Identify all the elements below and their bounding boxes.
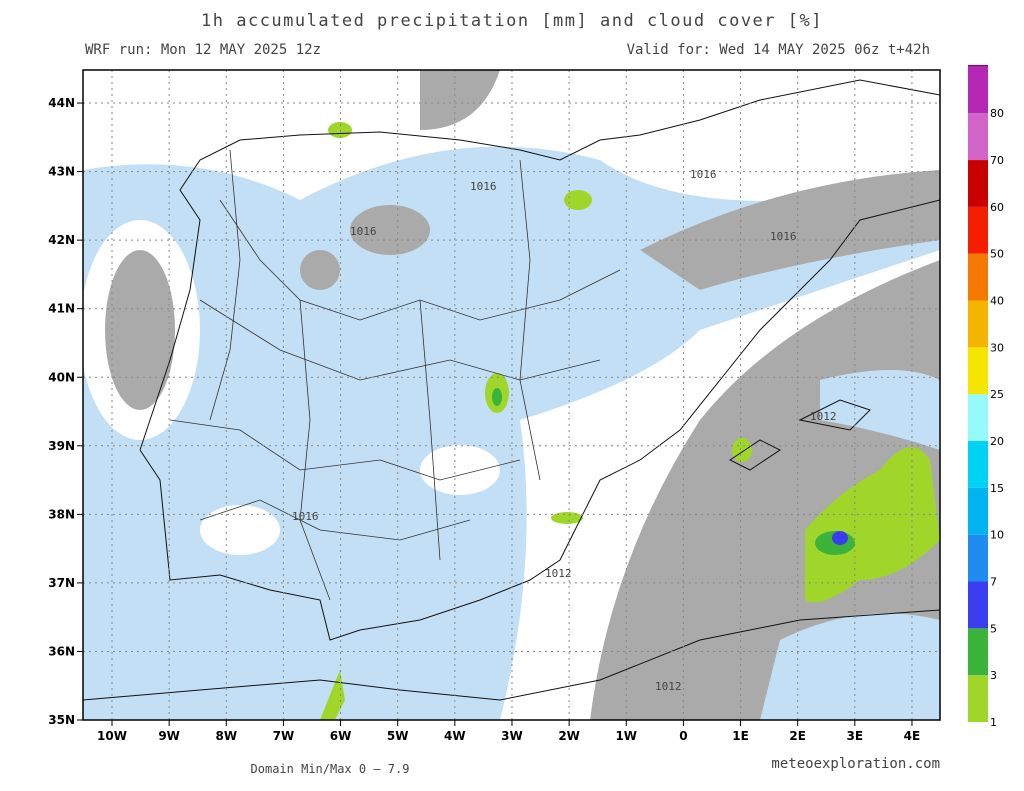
- colorbar-label: 10: [990, 529, 1004, 542]
- colorbar-label: 80: [990, 107, 1004, 120]
- colorbar-segment: [968, 487, 988, 535]
- colorbar-label: 30: [990, 341, 1004, 354]
- colorbar: 1 3 5 7 10 15 20 25 30 40 50 60 70 80: [968, 65, 1004, 729]
- lon-label: 4W: [444, 729, 466, 743]
- lat-label: 40N: [48, 370, 75, 384]
- domain-minmax: Domain Min/Max 0 — 7.9: [251, 762, 410, 776]
- lat-label: 41N: [48, 302, 75, 316]
- colorbar-label: 1: [990, 716, 997, 729]
- lon-label: 9W: [158, 729, 180, 743]
- map: 1016 1016 1016 1016 1016 1012 1012 1012: [83, 70, 940, 720]
- lon-label: 3E: [847, 729, 864, 743]
- isobar-label: 1016: [690, 168, 717, 181]
- lon-label: 1E: [732, 729, 749, 743]
- colorbar-segment: [968, 160, 988, 207]
- colorbar-label: 40: [990, 295, 1004, 308]
- isobar-label: 1012: [810, 410, 837, 423]
- lat-label: 42N: [48, 233, 75, 247]
- lon-label: 2E: [789, 729, 806, 743]
- colorbar-segment: [968, 441, 988, 488]
- lat-label: 43N: [48, 165, 75, 179]
- lat-label: 44N: [48, 96, 75, 110]
- colorbar-label: 50: [990, 248, 1004, 261]
- isobar-labels: 1016 1016 1016 1016 1016 1012 1012 1012: [292, 168, 837, 693]
- lat-label: 35N: [48, 713, 75, 727]
- isobar-label: 1012: [655, 680, 682, 693]
- lon-label: 6W: [330, 729, 352, 743]
- colorbar-segment: [968, 581, 988, 629]
- graticule: [83, 70, 940, 720]
- lat-label: 38N: [48, 507, 75, 521]
- isobar-label: 1016: [292, 510, 319, 523]
- lon-label: 10W: [97, 729, 127, 743]
- credit: meteoexploration.com: [771, 756, 940, 772]
- borders: [169, 149, 621, 601]
- lon-label: 4E: [904, 729, 921, 743]
- lon-label: 8W: [215, 729, 237, 743]
- lat-label: 36N: [48, 644, 75, 658]
- colorbar-segment: [968, 113, 988, 161]
- axes: 10W 9W 8W 7W 6W 5W 4W 3W 2W 1W 0 1E 2E 3E 4E 35N 36N 37N 3…: [48, 96, 920, 743]
- colorbar-segment: [968, 300, 988, 348]
- cloud-clear: [760, 370, 940, 720]
- colorbar-label: 25: [990, 388, 1004, 401]
- lat-label: 39N: [48, 439, 75, 453]
- colorbar-top: [968, 65, 988, 67]
- lat-label: 37N: [48, 576, 75, 590]
- isobar-label: 1016: [470, 180, 497, 193]
- lon-label: 5W: [387, 729, 409, 743]
- colorbar-label: 5: [990, 622, 997, 635]
- colorbar-label: 7: [990, 576, 997, 589]
- isobar-label: 1012: [545, 567, 572, 580]
- colorbar-segment: [968, 675, 988, 722]
- colorbar-label: 60: [990, 201, 1004, 214]
- isobar-label: 1016: [770, 230, 797, 243]
- lon-label: 1W: [615, 729, 637, 743]
- colorbar-label: 15: [990, 482, 1004, 495]
- title: 1h accumulated precipitation [mm] and cl…: [201, 11, 823, 31]
- precip-light: [320, 122, 940, 720]
- colorbar-segment: [968, 66, 988, 114]
- colorbar-segment: [968, 347, 988, 395]
- colorbar-label: 3: [990, 669, 997, 682]
- colorbar-segment: [968, 253, 988, 301]
- lon-label: 3W: [501, 729, 523, 743]
- colorbar-label: 20: [990, 435, 1004, 448]
- lon-label: 2W: [558, 729, 580, 743]
- lon-label: 7W: [273, 729, 295, 743]
- colorbar-segment: [968, 628, 988, 676]
- run-info: WRF run: Mon 12 MAY 2025 12z: [85, 42, 321, 58]
- colorbar-segment: [968, 534, 988, 582]
- precip-heavy: [832, 531, 848, 545]
- colorbar-label: 70: [990, 154, 1004, 167]
- colorbar-segment: [968, 206, 988, 254]
- isobar-label: 1016: [350, 225, 377, 238]
- colorbar-segment: [968, 394, 988, 442]
- valid-info: Valid for: Wed 14 MAY 2025 06z t+42h: [627, 42, 930, 58]
- lon-label: 0: [679, 729, 687, 743]
